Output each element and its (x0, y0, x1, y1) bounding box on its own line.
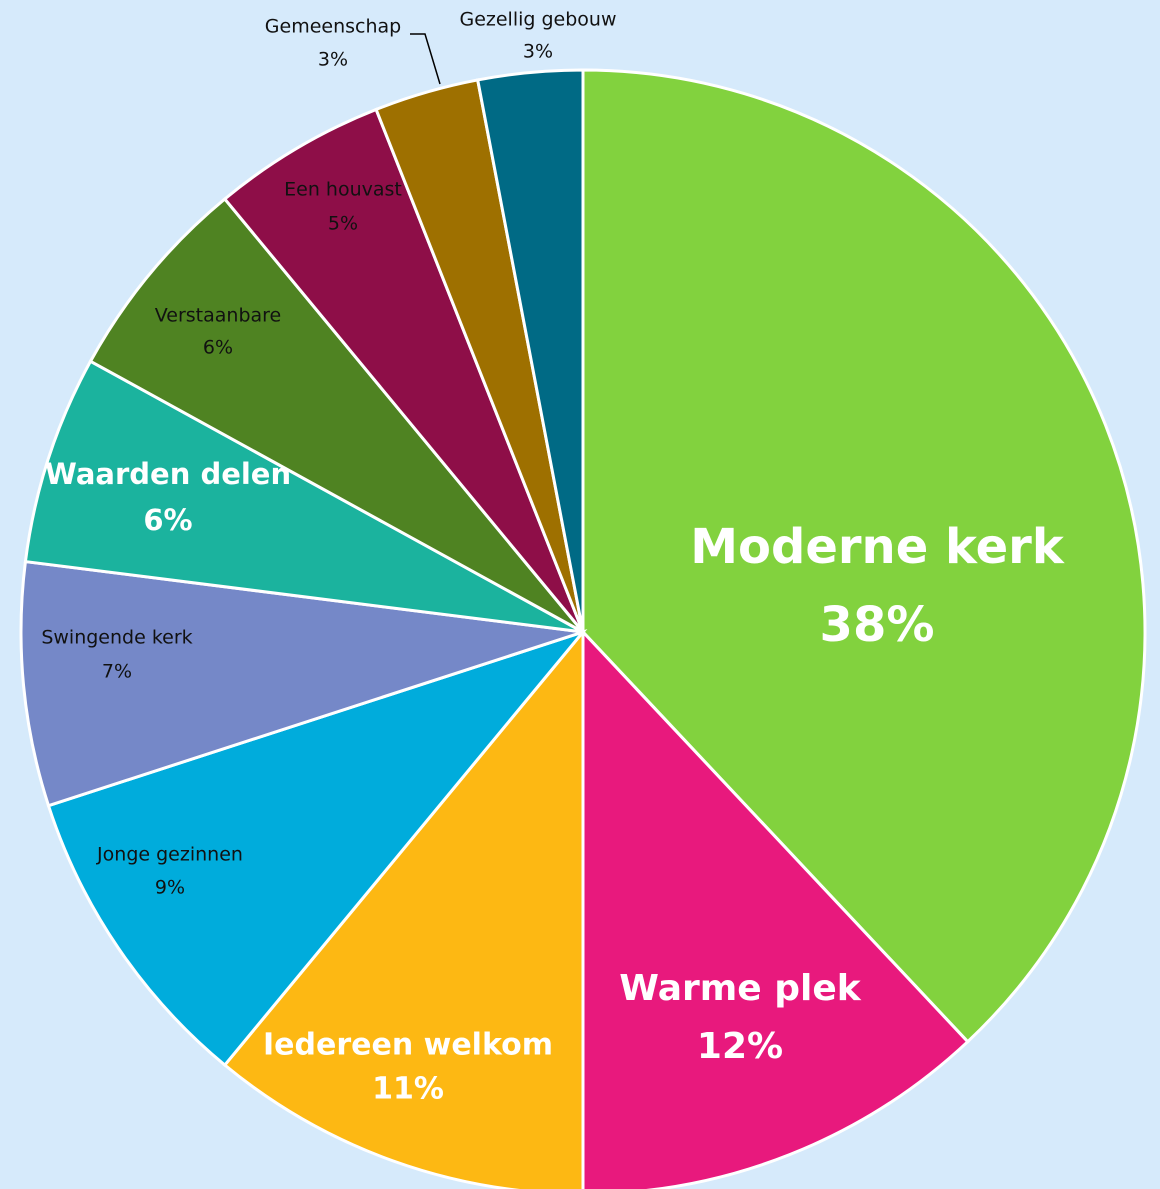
slice-value-label: 9% (155, 877, 185, 899)
slice-value-label: 12% (697, 1026, 783, 1067)
slice-value-label: 5% (328, 213, 358, 235)
pie-slice (222, 107, 585, 633)
slice-label: Warme plek (619, 968, 861, 1009)
slice-value-label: 6% (203, 337, 233, 359)
slice-label: Een houvast (284, 179, 402, 201)
slice-value-label: 7% (102, 661, 132, 683)
slice-value-label: 3% (523, 41, 553, 63)
slice-value-label: 38% (820, 597, 935, 653)
slice-label: Gezellig gebouw (459, 9, 616, 31)
pie-slice (19, 559, 584, 808)
slice-value-label: 11% (372, 1072, 444, 1107)
slice-label: Verstaanbare (155, 305, 282, 327)
slice-label: Iedereen welkom (263, 1028, 553, 1063)
slice-label: Swingende kerk (41, 627, 192, 649)
slice-label: Moderne kerk (690, 519, 1065, 575)
pie-slice (581, 68, 1147, 1044)
pie-slice (88, 196, 585, 634)
slice-value-label: 6% (143, 503, 192, 537)
leader-line (410, 33, 441, 85)
slice-label: Gemeenschap (265, 16, 401, 38)
pie-slice (23, 359, 584, 634)
pie-slice (222, 627, 585, 1189)
pie-slice (46, 628, 588, 1068)
slice-label: Waarden delen (45, 457, 291, 491)
pie-slice (475, 68, 585, 633)
slice-label: Jonge gezinnen (96, 844, 243, 866)
pie-slice (581, 628, 970, 1189)
slice-value-label: 3% (318, 49, 348, 71)
